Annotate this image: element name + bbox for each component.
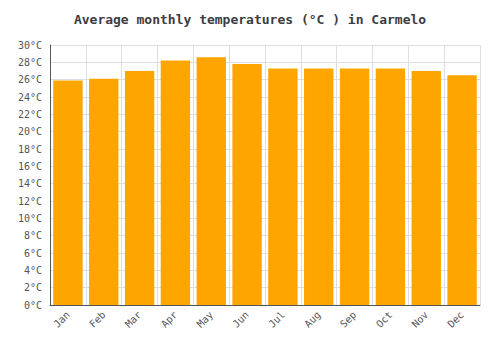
svg-text:0°C: 0°C xyxy=(24,300,42,311)
svg-text:26°C: 26°C xyxy=(18,74,42,85)
svg-text:8°C: 8°C xyxy=(24,230,42,241)
svg-text:Jan: Jan xyxy=(51,309,72,330)
svg-text:Sep: Sep xyxy=(338,309,359,330)
svg-text:24°C: 24°C xyxy=(18,92,42,103)
svg-text:18°C: 18°C xyxy=(18,144,42,155)
svg-text:Dec: Dec xyxy=(445,309,466,330)
svg-text:Average monthly temperatures (: Average monthly temperatures (°C ) in Ca… xyxy=(74,12,426,27)
svg-text:4°C: 4°C xyxy=(24,265,42,276)
svg-text:16°C: 16°C xyxy=(18,161,42,172)
svg-text:Mar: Mar xyxy=(123,309,144,330)
svg-text:6°C: 6°C xyxy=(24,248,42,259)
svg-text:Nov: Nov xyxy=(410,309,431,330)
svg-text:20°C: 20°C xyxy=(18,126,42,137)
svg-text:22°C: 22°C xyxy=(18,109,42,120)
svg-text:2°C: 2°C xyxy=(24,282,42,293)
svg-text:Oct: Oct xyxy=(374,309,395,330)
svg-text:10°C: 10°C xyxy=(18,213,42,224)
svg-text:Jul: Jul xyxy=(266,309,287,330)
svg-text:Aug: Aug xyxy=(302,309,323,330)
svg-text:28°C: 28°C xyxy=(18,57,42,68)
svg-text:30°C: 30°C xyxy=(18,40,42,51)
svg-text:Jun: Jun xyxy=(230,309,251,330)
svg-text:Apr: Apr xyxy=(159,309,180,330)
svg-text:14°C: 14°C xyxy=(18,178,42,189)
svg-text:12°C: 12°C xyxy=(18,196,42,207)
svg-text:Feb: Feb xyxy=(87,309,108,330)
svg-text:May: May xyxy=(195,309,216,330)
